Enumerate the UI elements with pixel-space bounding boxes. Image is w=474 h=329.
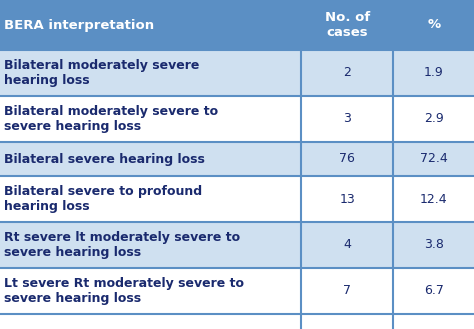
Bar [393,0,474,50]
Text: Bilateral severe to profound
hearing loss: Bilateral severe to profound hearing los… [4,185,202,213]
Text: 13: 13 [339,192,355,206]
Text: Rt severe lt moderately severe to
severe hearing loss: Rt severe lt moderately severe to severe… [4,231,240,259]
Text: %: % [427,18,440,32]
Bar [393,50,474,96]
Bar [393,96,474,142]
Bar [0,0,301,50]
Bar [301,142,393,176]
Text: 3.8: 3.8 [424,239,444,251]
Text: 72.4: 72.4 [420,153,447,165]
Bar [393,142,474,176]
Bar [301,0,393,50]
Bar [301,222,393,268]
Bar [301,50,393,96]
Bar [393,176,474,222]
Text: 12.4: 12.4 [420,192,447,206]
Bar [0,176,301,222]
Bar [301,176,393,222]
Bar [0,142,301,176]
Bar [0,96,301,142]
Text: 2: 2 [343,66,351,80]
Bar [301,96,393,142]
Text: BERA interpretation: BERA interpretation [4,18,154,32]
Text: 3: 3 [343,113,351,125]
Bar [0,50,301,96]
Bar [393,222,474,268]
Text: 76: 76 [339,153,355,165]
Bar [393,268,474,314]
Bar [0,222,301,268]
Text: Bilateral moderately severe
hearing loss: Bilateral moderately severe hearing loss [4,59,200,87]
Text: No. of
cases: No. of cases [325,11,370,39]
Text: Bilateral severe hearing loss: Bilateral severe hearing loss [4,153,205,165]
Text: 1.9: 1.9 [424,66,444,80]
Text: Bilateral moderately severe to
severe hearing loss: Bilateral moderately severe to severe he… [4,105,218,133]
Text: 4: 4 [343,239,351,251]
Text: Lt severe Rt moderately severe to
severe hearing loss: Lt severe Rt moderately severe to severe… [4,277,244,305]
Text: 7: 7 [343,285,351,297]
Bar [0,268,301,314]
Text: 6.7: 6.7 [424,285,444,297]
Bar [301,268,393,314]
Text: 2.9: 2.9 [424,113,444,125]
